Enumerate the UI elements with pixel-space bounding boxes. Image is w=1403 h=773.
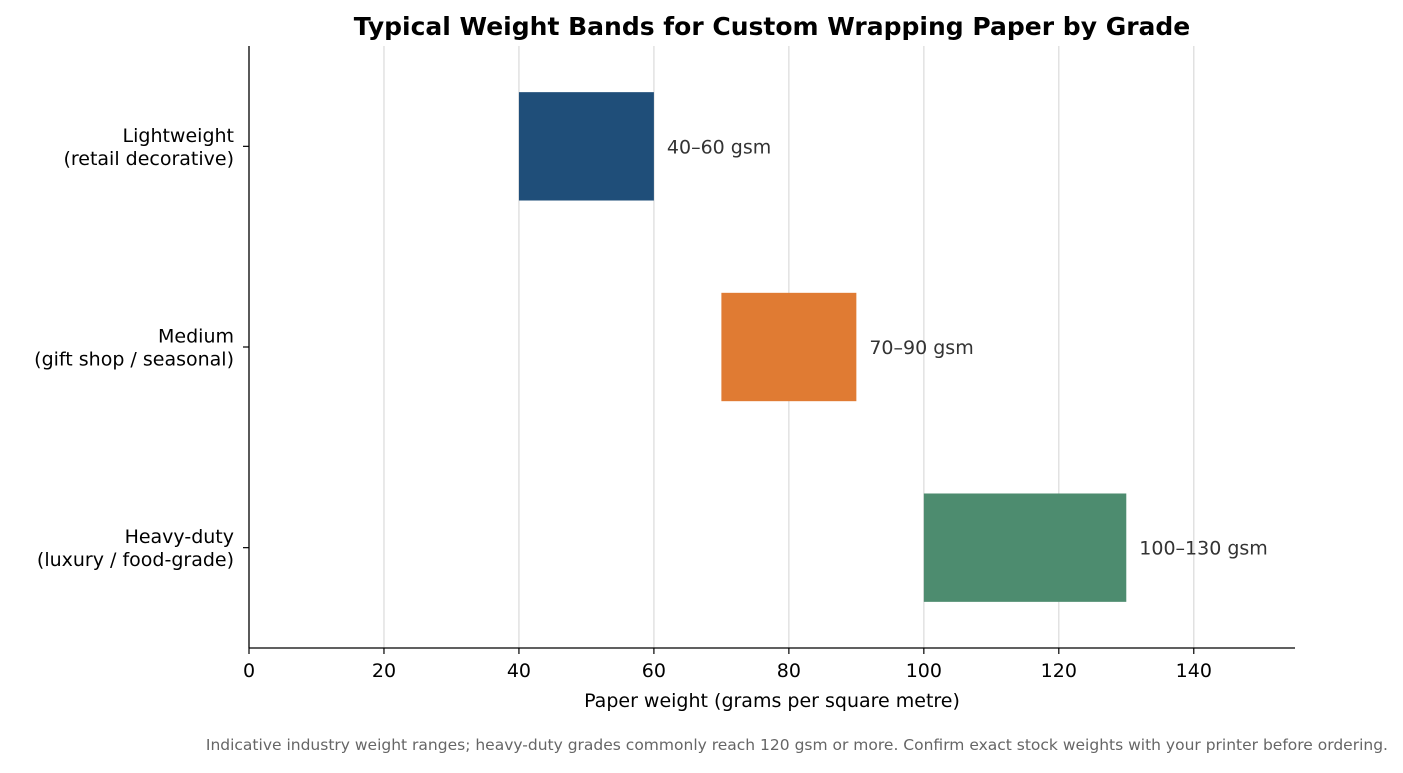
- x-tick-label: 20: [372, 660, 396, 682]
- bar-value-label: 40–60 gsm: [667, 136, 771, 158]
- footnote: Indicative industry weight ranges; heavy…: [206, 736, 1388, 754]
- y-category-label-line: (gift shop / seasonal): [34, 349, 234, 371]
- data-label-layer: 40–60 gsm 70–90 gsm 100–130 gsm: [667, 136, 1268, 559]
- y-category-layer: Lightweight (retail decorative) Medium (gif…: [34, 125, 249, 571]
- y-category-label-line: (luxury / food-grade): [37, 549, 234, 571]
- range-bar: [721, 292, 857, 402]
- range-bar: [518, 92, 654, 201]
- bar-value-label: 70–90 gsm: [869, 337, 973, 359]
- bar-layer: [518, 92, 1127, 602]
- y-category-label: Medium (gift shop / seasonal): [34, 326, 234, 371]
- x-tick-label: 60: [642, 660, 666, 682]
- x-tick-layer: 0 20 40 60 80 100 120 140: [243, 648, 1212, 682]
- y-category-label-line: Lightweight: [123, 125, 234, 147]
- y-category-label-line: Medium: [158, 326, 234, 348]
- x-tick-label: 0: [243, 660, 255, 682]
- chart-title: Typical Weight Bands for Custom Wrapping…: [354, 12, 1191, 41]
- y-category-label-line: Heavy-duty: [125, 526, 234, 548]
- x-tick-label: 40: [507, 660, 531, 682]
- y-category-label-line: (retail decorative): [63, 148, 234, 170]
- x-axis-title: Paper weight (grams per square metre): [584, 690, 960, 712]
- x-tick-label: 140: [1176, 660, 1212, 682]
- range-bar: [923, 493, 1127, 602]
- y-category-label: Heavy-duty (luxury / food-grade): [37, 526, 234, 571]
- x-tick-label: 80: [777, 660, 801, 682]
- y-category-label: Lightweight (retail decorative): [63, 125, 234, 170]
- x-tick-label: 100: [906, 660, 942, 682]
- x-tick-label: 120: [1041, 660, 1077, 682]
- bar-value-label: 100–130 gsm: [1139, 538, 1268, 560]
